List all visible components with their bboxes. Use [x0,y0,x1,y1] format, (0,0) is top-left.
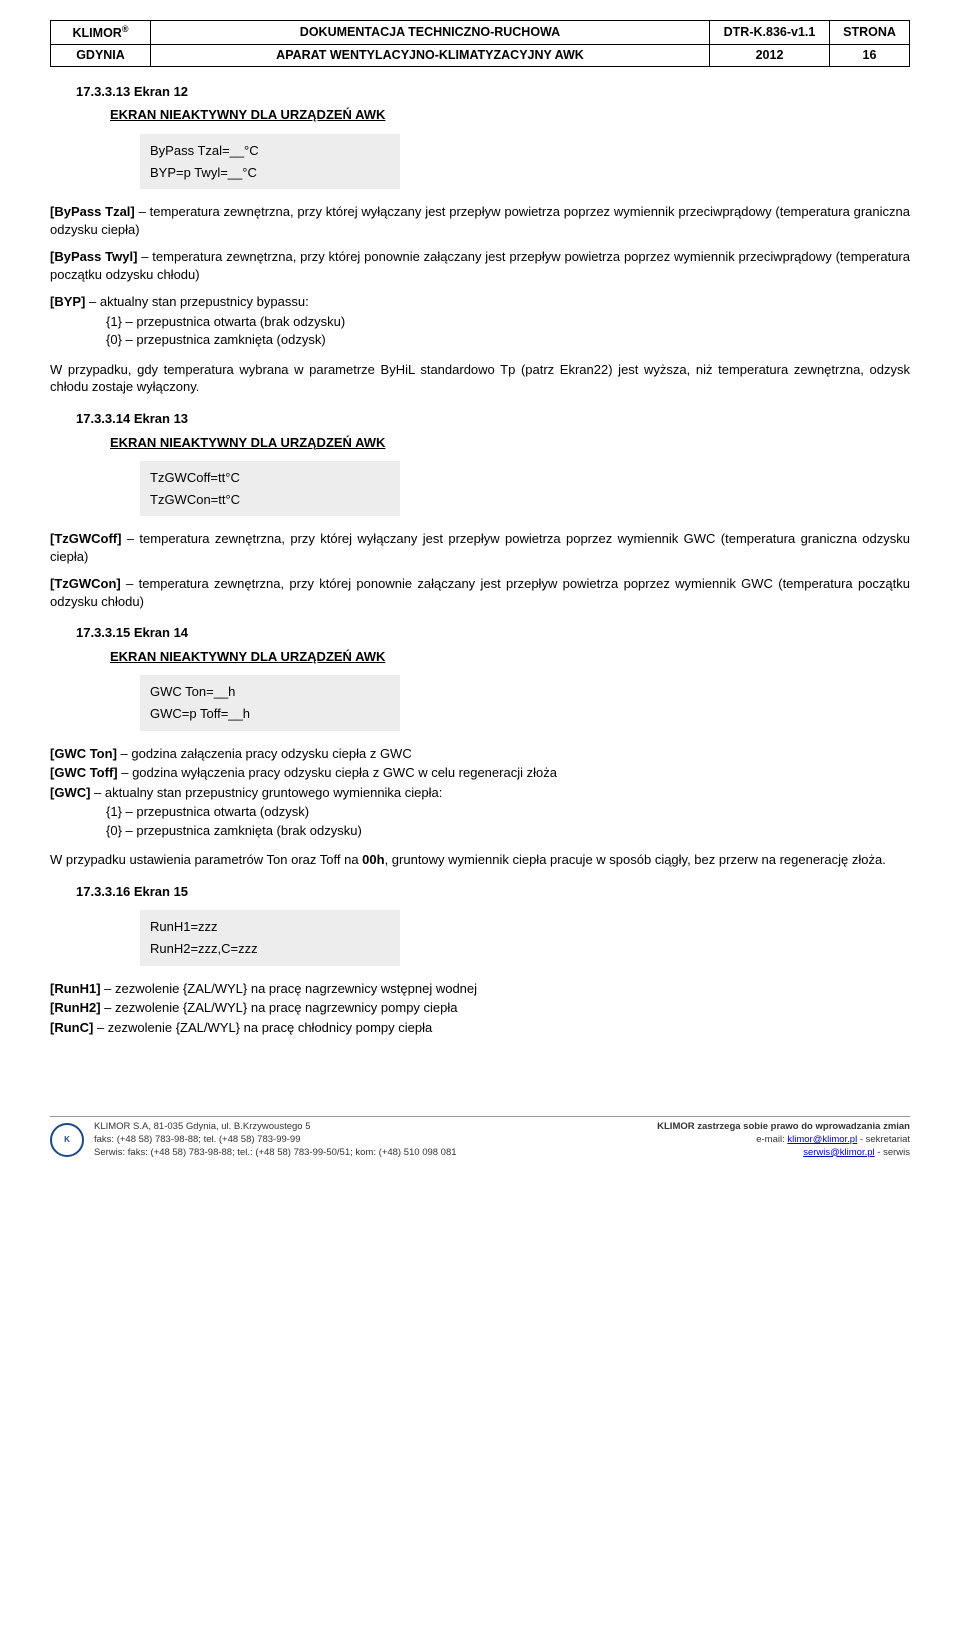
brand-sup: ® [122,24,129,34]
doc-code: DTR-K.836-v1.1 [710,21,830,45]
body-text: [ByPass Twyl] – temperatura zewnętrzna, … [50,248,910,283]
brand-cell: KLIMOR® [51,21,151,45]
footer-email-line: e-mail: klimor@klimor.pl - sekretariat [657,1134,910,1147]
footer-right: KLIMOR zastrzega sobie prawo do wprowadz… [657,1121,910,1159]
doc-title-1: DOKUMENTACJA TECHNICZNO-RUCHOWA [151,21,710,45]
param-box-15: RunH1=zzz RunH2=zzz,C=zzz [140,910,400,965]
list-item: {1} – przepustnica otwarta (odzysk) [106,803,910,821]
section-14-heading: 17.3.3.15 Ekran 14 [76,624,910,642]
page-number: 16 [830,45,910,67]
list-item: {0} – przepustnica zamknięta (odzysk) [106,331,910,349]
param-row: BYP=p Twyl=__°C [150,162,390,184]
brand-name: KLIMOR [73,26,122,40]
footer-email-link[interactable]: klimor@klimor.pl [787,1134,857,1145]
body-text: [BYP] – aktualny stan przepustnicy bypas… [50,293,910,311]
param-box-12: ByPass Tzal=__°C BYP=p Twyl=__°C [140,134,400,189]
footer-serwis: Serwis: faks: (+48 58) 783-98-88; tel.: … [94,1147,657,1160]
footer-disclaimer: KLIMOR zastrzega sobie prawo do wprowadz… [657,1121,910,1134]
body-text: [TzGWCon] – temperatura zewnętrzna, przy… [50,575,910,610]
body-text: [GWC Ton] – godzina załączenia pracy odz… [50,745,910,763]
doc-title-2: APARAT WENTYLACYJNO-KLIMATYZACYJNY AWK [151,45,710,67]
param-row: GWC Ton=__h [150,681,390,703]
section-13-subtitle: EKRAN NIEAKTYWNY DLA URZĄDZEŃ AWK [110,434,910,452]
param-row: TzGWCoff=tt°C [150,467,390,489]
section-15-heading: 17.3.3.16 Ekran 15 [76,883,910,901]
param-box-14: GWC Ton=__h GWC=p Toff=__h [140,675,400,730]
page-label: STRONA [830,21,910,45]
section-13-heading: 17.3.3.14 Ekran 13 [76,410,910,428]
section-14-subtitle: EKRAN NIEAKTYWNY DLA URZĄDZEŃ AWK [110,648,910,666]
footer-serwis-email-line: serwis@klimor.pl - serwis [657,1147,910,1160]
footer-address: KLIMOR S.A, 81-035 Gdynia, ul. B.Krzywou… [94,1121,657,1134]
option-list: {1} – przepustnica otwarta (brak odzysku… [106,313,910,349]
footer-left: KLIMOR S.A, 81-035 Gdynia, ul. B.Krzywou… [94,1121,657,1159]
param-row: TzGWCon=tt°C [150,489,390,511]
body-text: [TzGWCoff] – temperatura zewnętrzna, prz… [50,530,910,565]
doc-year: 2012 [710,45,830,67]
list-item: {1} – przepustnica otwarta (brak odzysku… [106,313,910,331]
footer-serwis-email-link[interactable]: serwis@klimor.pl [803,1147,874,1158]
footer-email-suffix: - sekretariat [857,1134,910,1145]
body-text: [GWC] – aktualny stan przepustnicy grunt… [50,784,910,802]
body-text: W przypadku, gdy temperatura wybrana w p… [50,361,910,396]
body-text: [RunC] – zezwolenie {ZAL/WYL} na pracę c… [50,1019,910,1037]
body-text: [RunH2] – zezwolenie {ZAL/WYL} na pracę … [50,999,910,1017]
list-item: {0} – przepustnica zamknięta (brak odzys… [106,822,910,840]
footer-serwis-suffix: - serwis [875,1147,910,1158]
param-row: RunH1=zzz [150,916,390,938]
section-12-subtitle: EKRAN NIEAKTYWNY DLA URZĄDZEŃ AWK [110,106,910,124]
body-text: [GWC Toff] – godzina wyłączenia pracy od… [50,764,910,782]
param-box-13: TzGWCoff=tt°C TzGWCon=tt°C [140,461,400,516]
body-text: [ByPass Tzal] – temperatura zewnętrzna, … [50,203,910,238]
footer-email-label: e-mail: [756,1134,787,1145]
option-list: {1} – przepustnica otwarta (odzysk) {0} … [106,803,910,839]
section-12-heading: 17.3.3.13 Ekran 12 [76,83,910,101]
body-text: [RunH1] – zezwolenie {ZAL/WYL} na pracę … [50,980,910,998]
city-cell: GDYNIA [51,45,151,67]
page-footer: K KLIMOR S.A, 81-035 Gdynia, ul. B.Krzyw… [50,1116,910,1159]
footer-fax: faks: (+48 58) 783-98-88; tel. (+48 58) … [94,1134,657,1147]
doc-header-table: KLIMOR® DOKUMENTACJA TECHNICZNO-RUCHOWA … [50,20,910,67]
param-row: GWC=p Toff=__h [150,703,390,725]
param-row: ByPass Tzal=__°C [150,140,390,162]
logo-icon: K [50,1123,84,1157]
body-text: W przypadku ustawienia parametrów Ton or… [50,851,910,869]
param-row: RunH2=zzz,C=zzz [150,938,390,960]
